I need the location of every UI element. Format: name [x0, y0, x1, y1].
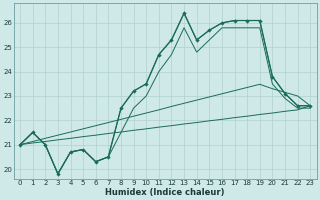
X-axis label: Humidex (Indice chaleur): Humidex (Indice chaleur) — [105, 188, 225, 197]
